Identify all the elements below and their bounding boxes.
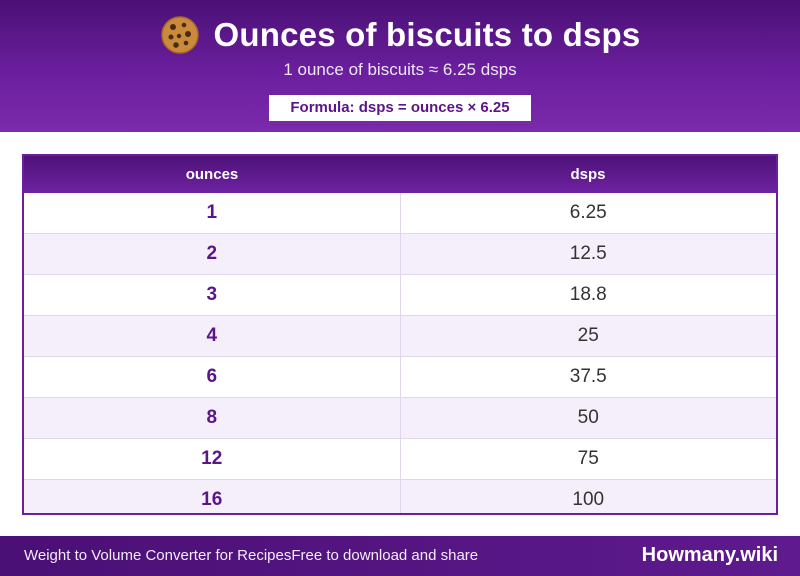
dsps-cell: 18.8 (400, 274, 776, 316)
conversion-table: ounces dsps 1 6.25 2 12.5 3 18.8 4 25 6 (22, 154, 778, 515)
column-header-ounces: ounces (24, 156, 400, 193)
ounces-cell: 3 (24, 274, 401, 316)
dsps-cell: 100 (400, 479, 776, 513)
footer-bar: Weight to Volume Converter for RecipesFr… (0, 536, 800, 576)
header-banner: Ounces of biscuits to dsps 1 ounce of bi… (0, 0, 800, 132)
table-row: 16 100 (24, 479, 776, 513)
table-row: 8 50 (24, 397, 776, 439)
ounces-cell: 4 (24, 315, 401, 357)
dsps-cell: 37.5 (400, 356, 776, 398)
title-row: Ounces of biscuits to dsps (0, 12, 800, 58)
footer-converter-text: Weight to Volume Converter for Recipes (24, 547, 292, 564)
ounces-cell: 2 (24, 233, 401, 275)
dsps-cell: 50 (400, 397, 776, 439)
column-header-dsps: dsps (400, 156, 776, 193)
ounces-cell: 8 (24, 397, 401, 439)
footer-tagline: Weight to Volume Converter for RecipesFr… (24, 547, 478, 564)
dsps-cell: 25 (400, 315, 776, 357)
page-title: Ounces of biscuits to dsps (213, 16, 641, 53)
table-row: 1 6.25 (24, 193, 776, 234)
cookie-icon (160, 16, 199, 54)
ounces-cell: 1 (24, 193, 401, 234)
table-row: 12 75 (24, 438, 776, 480)
ounces-cell: 12 (24, 438, 401, 480)
dsps-cell: 6.25 (400, 193, 776, 234)
dsps-cell: 12.5 (400, 233, 776, 275)
ounces-cell: 6 (24, 356, 401, 398)
table-header-row: ounces dsps (24, 156, 776, 193)
table-row: 3 18.8 (24, 274, 776, 316)
table-row: 6 37.5 (24, 356, 776, 398)
footer-share-text: Free to download and share (291, 547, 479, 564)
ounces-cell: 16 (24, 479, 401, 513)
brand-link[interactable]: Howmany.wiki (641, 544, 778, 566)
formula-badge: Formula: dsps = ounces × 6.25 (269, 95, 531, 121)
table-row: 2 12.5 (24, 233, 776, 275)
table-row: 4 25 (24, 315, 776, 357)
conversion-subtitle: 1 ounce of biscuits ≈ 6.25 dsps (283, 60, 517, 79)
dsps-cell: 75 (400, 438, 776, 480)
